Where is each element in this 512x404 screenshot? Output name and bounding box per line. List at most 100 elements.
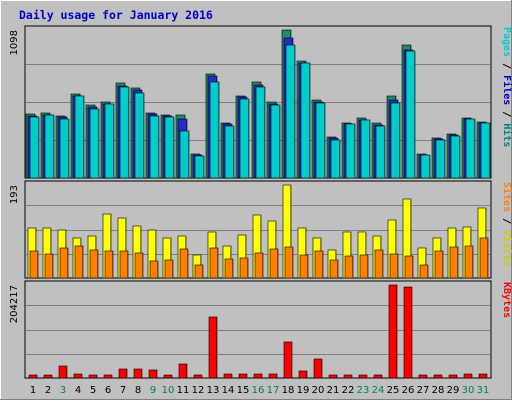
x-tick-label-day-22: 22 <box>342 385 355 396</box>
bar-pages-day-13 <box>209 81 220 179</box>
series-sites <box>29 237 489 279</box>
panel-max-label: 204217 <box>9 285 20 323</box>
panel-frame <box>24 280 492 379</box>
x-tick-label-day-1: 1 <box>30 385 36 396</box>
bar-sites-day-18 <box>284 246 294 279</box>
panel-axis-label: Sites / Visits <box>501 182 512 266</box>
panel-hits: 1098 Pages / Files / Hits <box>9 25 512 179</box>
bar-kbytes-day-20 <box>313 358 323 379</box>
bar-kbytes-day-30 <box>463 373 473 379</box>
bar-pages-day-9 <box>149 115 160 179</box>
bar-kbytes-day-4 <box>73 373 83 379</box>
x-tick-label-day-19: 19 <box>297 385 310 396</box>
bar-sites-day-23 <box>359 254 369 279</box>
bar-sites-day-13 <box>209 247 219 279</box>
bar-kbytes-day-21 <box>328 374 338 379</box>
bar-sites-day-10 <box>164 259 174 279</box>
bar-sites-day-1 <box>29 250 39 279</box>
bar-pages-day-2 <box>44 114 55 179</box>
bar-sites-day-30 <box>464 245 474 279</box>
axis-label-separator: / <box>501 57 512 75</box>
bar-kbytes-day-26 <box>403 286 413 379</box>
bar-pages-day-1 <box>29 116 40 179</box>
bar-sites-day-5 <box>89 249 99 279</box>
axis-label-separator: / <box>501 105 512 123</box>
bar-sites-day-20 <box>314 250 324 279</box>
axis-label-kbytes: KBytes <box>501 282 512 318</box>
bar-sites-day-22 <box>344 255 354 279</box>
bar-kbytes-day-29 <box>448 374 458 379</box>
bar-kbytes-day-17 <box>268 373 278 379</box>
bar-pages-day-8 <box>134 92 145 179</box>
axis-label-files: Files <box>501 75 512 105</box>
x-tick-label-day-7: 7 <box>120 385 126 396</box>
x-tick-label-day-26: 26 <box>402 385 415 396</box>
bar-kbytes-day-1 <box>28 374 38 379</box>
bar-pages-day-20 <box>315 102 326 179</box>
bar-sites-day-17 <box>269 248 279 279</box>
bar-sites-day-28 <box>434 250 444 279</box>
bar-kbytes-day-6 <box>103 374 113 379</box>
bar-kbytes-day-3 <box>58 365 68 379</box>
x-tick-label-day-23: 23 <box>357 385 370 396</box>
bar-sites-day-11 <box>179 248 189 279</box>
bar-sites-day-24 <box>374 249 384 279</box>
bar-kbytes-day-9 <box>148 369 158 379</box>
x-tick-label-day-17: 17 <box>267 385 280 396</box>
bar-kbytes-day-25 <box>388 284 398 379</box>
x-tick-label-day-10: 10 <box>162 385 175 396</box>
series-pages <box>29 44 491 179</box>
x-tick-label-day-9: 9 <box>150 385 156 396</box>
panel-max-label: 1098 <box>9 30 20 55</box>
bar-kbytes-day-23 <box>358 374 368 379</box>
bar-kbytes-day-10 <box>163 374 173 379</box>
bar-sites-day-6 <box>104 250 114 279</box>
bar-sites-day-27 <box>419 264 429 279</box>
bar-kbytes-day-11 <box>178 363 188 379</box>
bar-pages-day-23 <box>360 119 371 179</box>
x-tick-label-day-24: 24 <box>372 385 385 396</box>
chart-panels: 1098 Pages / Files / Hits 193 Sites / Visit… <box>9 25 512 379</box>
bar-kbytes-day-19 <box>298 370 308 379</box>
x-tick-label-day-21: 21 <box>327 385 340 396</box>
x-tick-label-day-11: 11 <box>177 385 190 396</box>
panel-axis-label: Pages / Files / Hits <box>501 27 512 147</box>
x-tick-label-day-29: 29 <box>447 385 460 396</box>
bar-sites-day-31 <box>479 237 489 279</box>
bar-pages-day-6 <box>104 103 115 179</box>
bar-pages-day-14 <box>224 125 235 179</box>
bar-sites-day-12 <box>194 264 204 279</box>
bar-kbytes-day-15 <box>238 373 248 379</box>
x-tick-label-day-5: 5 <box>90 385 96 396</box>
bar-kbytes-day-18 <box>283 341 293 379</box>
x-tick-label-day-3: 3 <box>60 385 66 396</box>
bar-sites-day-9 <box>149 260 159 279</box>
x-tick-label-day-16: 16 <box>252 385 265 396</box>
axis-label-visits: Visits <box>501 230 512 266</box>
bar-kbytes-day-5 <box>88 374 98 379</box>
bar-sites-day-3 <box>59 247 69 279</box>
bar-sites-day-14 <box>224 258 234 279</box>
bar-pages-day-28 <box>435 139 446 179</box>
x-tick-label-day-31: 31 <box>477 385 490 396</box>
bar-sites-day-4 <box>74 245 84 279</box>
bar-pages-day-21 <box>330 139 341 179</box>
bar-kbytes-day-28 <box>433 374 443 379</box>
axis-label-hits: Hits <box>501 123 512 147</box>
bar-kbytes-day-22 <box>343 374 353 379</box>
panel-axis-label: KBytes <box>501 282 512 318</box>
x-tick-label-day-20: 20 <box>312 385 325 396</box>
bar-pages-day-15 <box>239 98 250 179</box>
bar-pages-day-19 <box>300 62 311 179</box>
bar-pages-day-3 <box>59 118 70 179</box>
bar-kbytes-day-24 <box>373 374 383 379</box>
bar-pages-day-31 <box>480 122 491 179</box>
bar-pages-day-7 <box>119 86 130 179</box>
bar-sites-day-16 <box>254 252 264 279</box>
axis-label-pages: Pages <box>501 27 512 57</box>
bar-kbytes-day-14 <box>223 373 233 379</box>
x-tick-label-day-18: 18 <box>282 385 295 396</box>
bar-pages-day-18 <box>285 44 296 179</box>
bar-kbytes-day-12 <box>193 374 203 379</box>
axis-label-separator: / <box>501 212 512 230</box>
